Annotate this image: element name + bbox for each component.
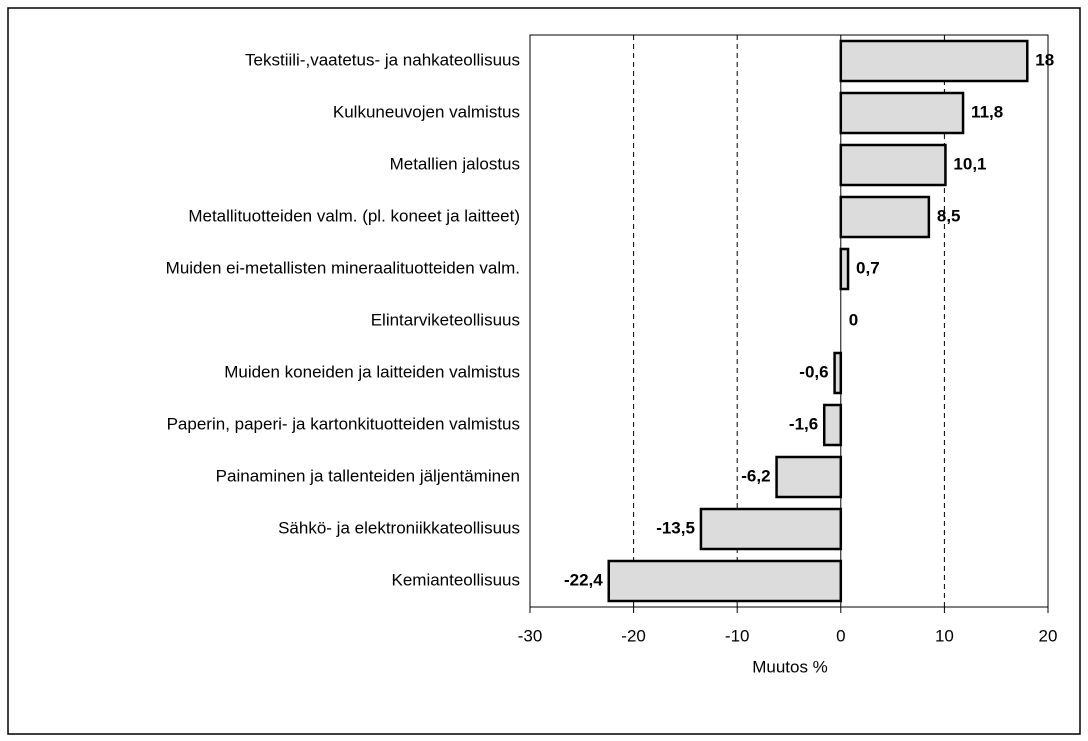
category-label: Kemianteollisuus	[391, 570, 520, 589]
value-label: -22,4	[564, 570, 603, 589]
category-label: Tekstiili-,vaatetus- ja nahkateollisuus	[245, 50, 520, 69]
x-tick-label: 0	[836, 626, 845, 645]
category-label: Muiden koneiden ja laitteiden valmistus	[224, 362, 520, 381]
bar	[775, 455, 843, 499]
x-axis-label: Muutos %	[752, 657, 828, 676]
bar	[839, 91, 965, 135]
category-label: Elintarviketeollisuus	[371, 310, 520, 329]
bar	[839, 247, 850, 291]
value-label: 0,7	[856, 258, 880, 277]
x-tick-label: -30	[518, 626, 543, 645]
x-tick-label: 10	[935, 626, 954, 645]
value-label: 11,8	[971, 102, 1003, 121]
x-tick-label: 20	[1039, 626, 1058, 645]
frame	[7, 7, 1081, 735]
value-label: -1,6	[789, 414, 818, 433]
bar	[822, 403, 843, 447]
category-label: Painaminen ja tallenteiden jäljentäminen	[216, 466, 520, 485]
category-label: Paperin, paperi- ja kartonkituotteiden v…	[167, 414, 520, 433]
category-label: Muiden ei-metallisten mineraalituotteide…	[166, 258, 520, 277]
bar	[699, 507, 843, 551]
category-label: Metallien jalostus	[390, 154, 520, 173]
value-label: 0	[849, 310, 858, 329]
category-label: Sähkö- ja elektroniikkateollisuus	[278, 518, 520, 537]
value-label: 18	[1035, 50, 1054, 69]
x-tick-label: -20	[621, 626, 646, 645]
bar	[839, 143, 947, 187]
bar	[839, 39, 1029, 83]
value-label: -0,6	[799, 362, 828, 381]
category-label: Kulkuneuvojen valmistus	[333, 102, 520, 121]
value-label: -6,2	[741, 466, 770, 485]
bar	[833, 351, 843, 395]
category-label: Metallituotteiden valm. (pl. koneet ja l…	[188, 206, 520, 225]
bar	[839, 195, 931, 239]
value-label: -13,5	[656, 518, 695, 537]
value-label: 10,1	[953, 154, 986, 173]
bar	[607, 559, 843, 603]
plot-area	[529, 34, 1049, 608]
x-tick-label: -10	[725, 626, 750, 645]
value-label: 8,5	[937, 206, 961, 225]
